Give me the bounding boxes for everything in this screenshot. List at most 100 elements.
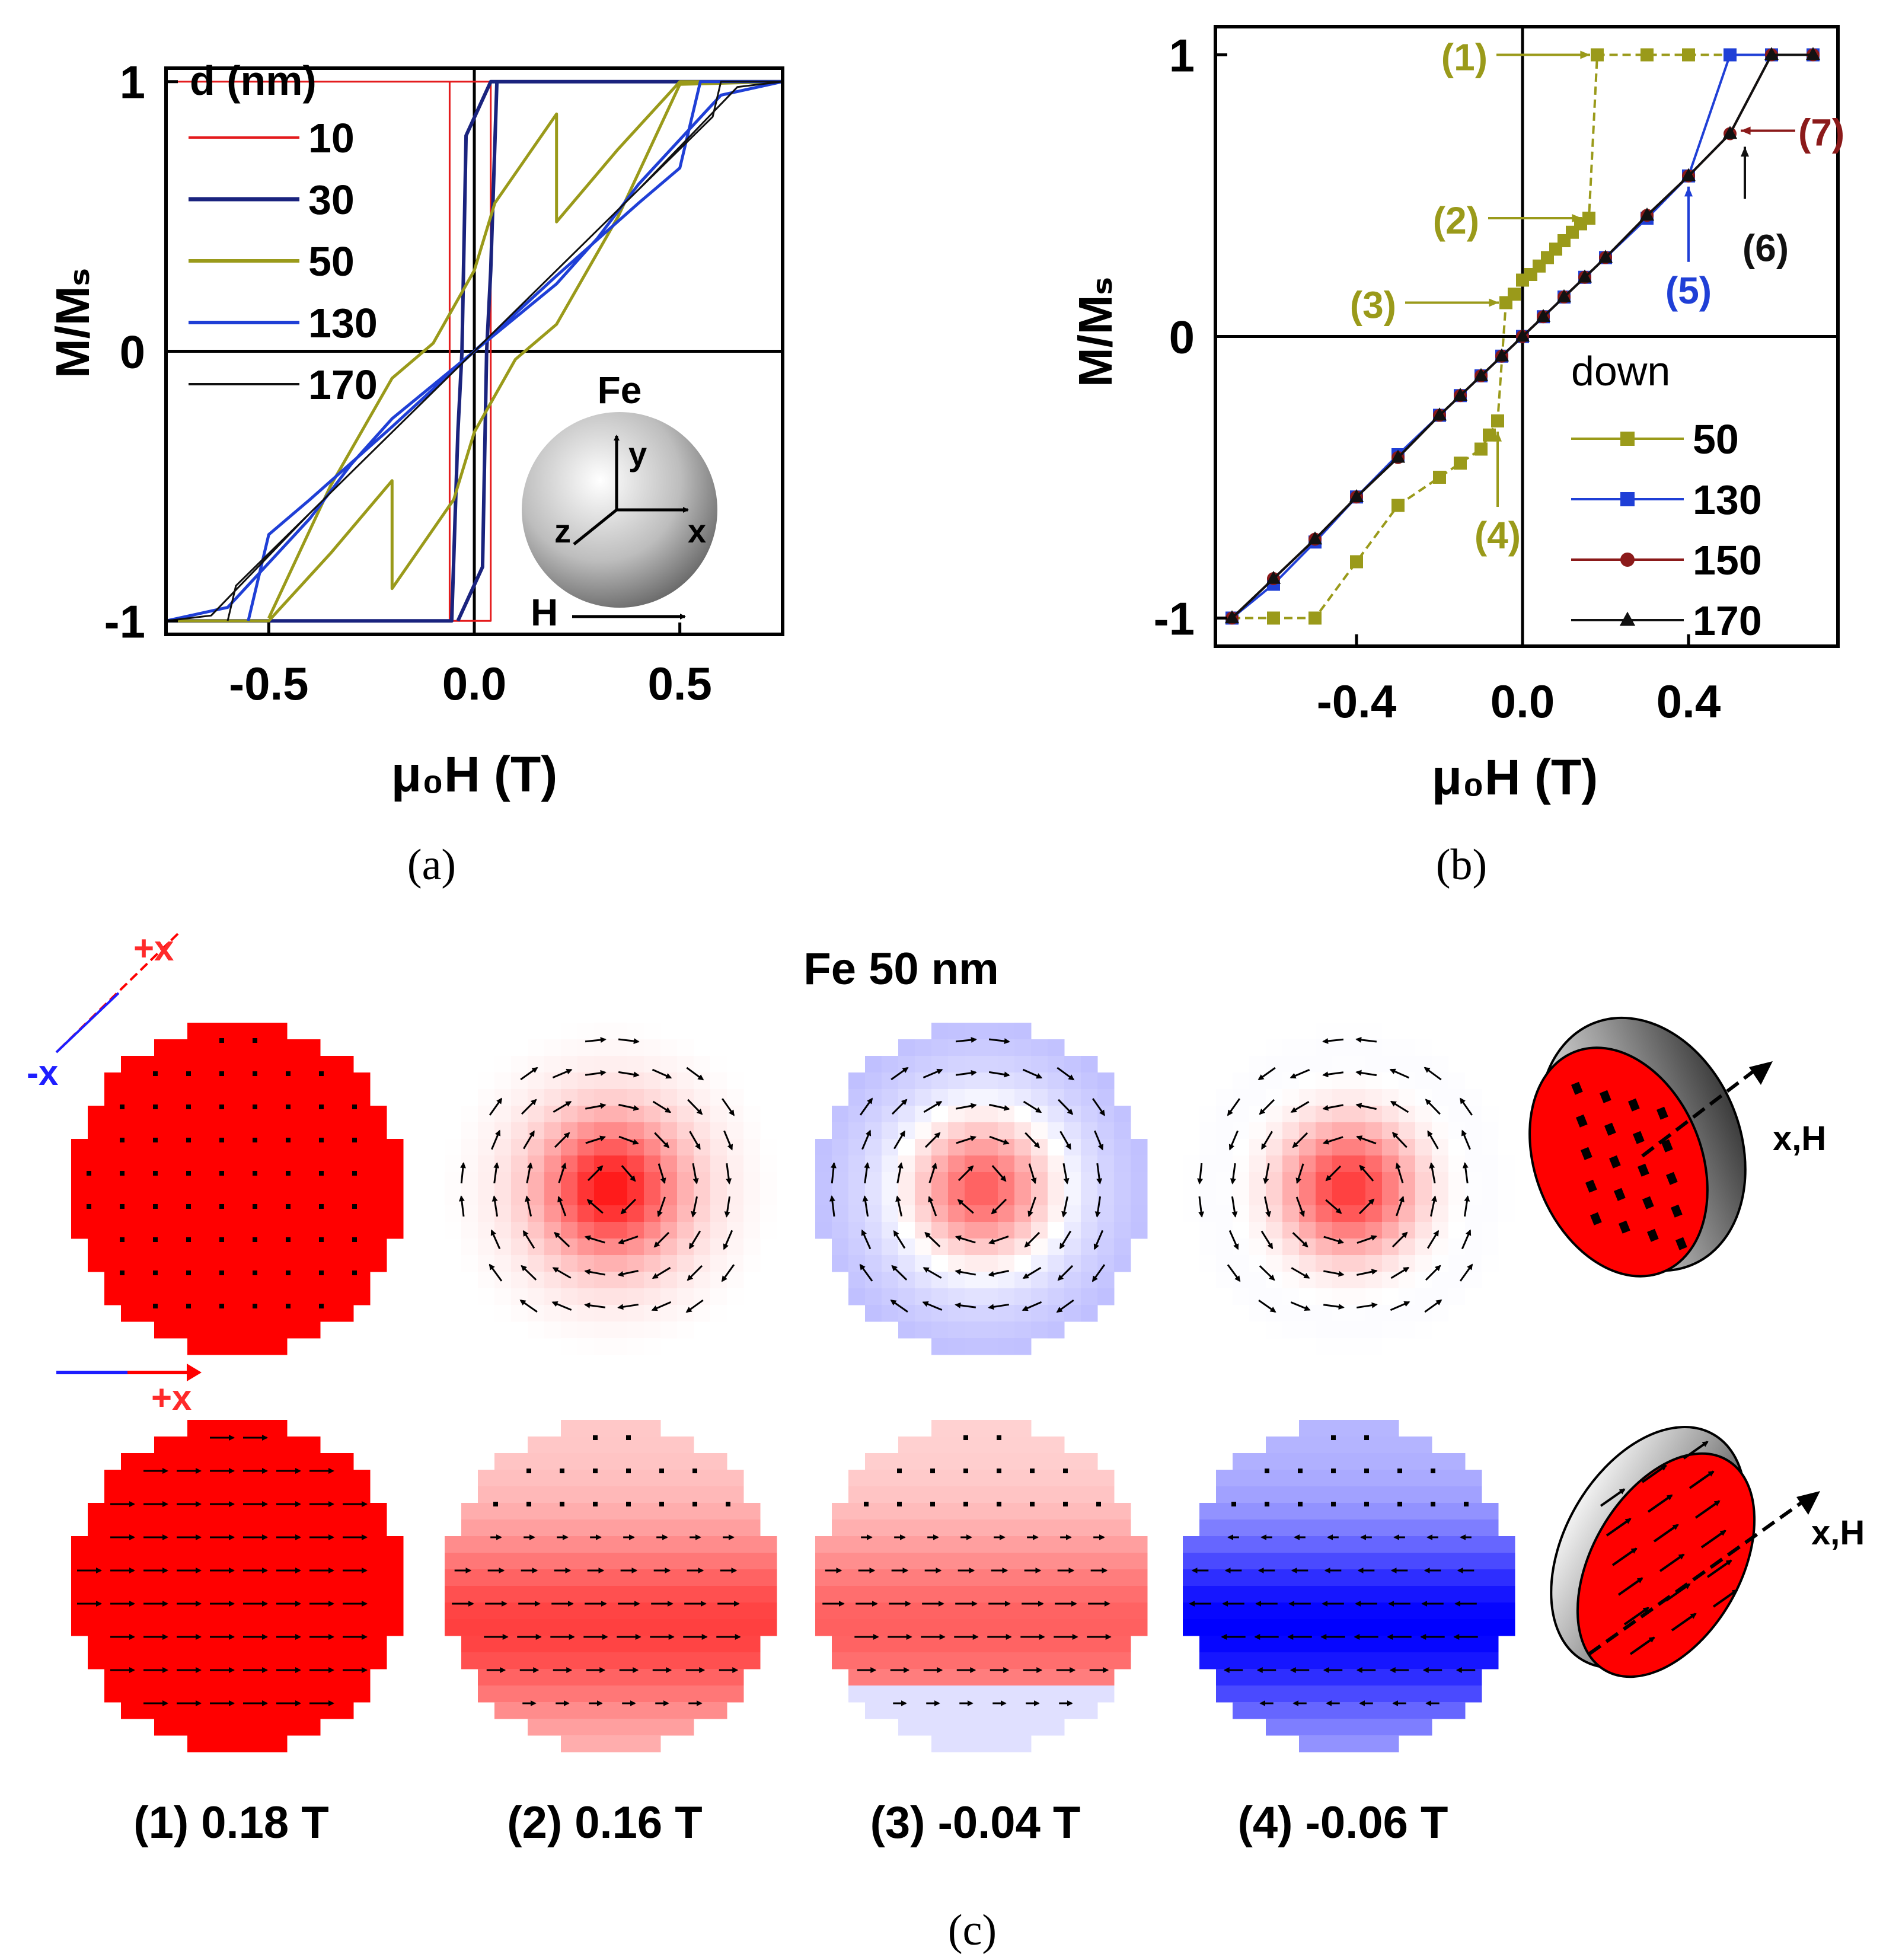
map-cell xyxy=(1081,1106,1098,1123)
map-cell xyxy=(187,1503,205,1520)
map-arrow xyxy=(1291,1267,1310,1279)
map-cell xyxy=(965,1486,982,1503)
map-cell xyxy=(1183,1222,1200,1239)
map-arrow xyxy=(1227,1098,1241,1116)
map-cell xyxy=(461,1139,478,1156)
legend-b-label-170: 170 xyxy=(1693,598,1762,644)
map-cell xyxy=(1249,1189,1266,1206)
map-cell xyxy=(494,1603,512,1620)
map-dot xyxy=(253,1237,257,1242)
map-cell xyxy=(743,1172,761,1189)
map-cell xyxy=(353,1520,371,1537)
map-cell xyxy=(287,1470,304,1487)
map-cell xyxy=(1266,1652,1283,1669)
map-cell xyxy=(494,1172,512,1189)
map-cell xyxy=(865,1305,882,1322)
map-cell xyxy=(1482,1603,1499,1620)
map-cell xyxy=(370,1205,387,1222)
map-cell xyxy=(187,1486,205,1503)
map-cell xyxy=(1448,1652,1466,1669)
map-cell xyxy=(561,1520,578,1537)
map-cell xyxy=(237,1139,254,1156)
map-cell xyxy=(237,1039,254,1056)
map-cell xyxy=(898,1536,915,1553)
map-cell xyxy=(561,1735,578,1752)
map-cell xyxy=(1233,1619,1250,1636)
map-cell xyxy=(1048,1503,1065,1520)
map-cell xyxy=(478,1520,495,1537)
map-cell xyxy=(254,1056,271,1073)
map-cell xyxy=(677,1321,694,1339)
map-cell xyxy=(561,1222,578,1239)
map-cell xyxy=(511,1603,528,1620)
map-cell xyxy=(1031,1122,1048,1139)
map-cell xyxy=(1249,1288,1266,1305)
map-dot xyxy=(1231,1502,1236,1506)
map-dot xyxy=(864,1502,869,1506)
map-cell xyxy=(677,1255,694,1272)
map-arrow xyxy=(956,1135,977,1144)
map-cell xyxy=(1216,1072,1233,1090)
map-cell xyxy=(998,1023,1015,1040)
disk-bottom-face xyxy=(1576,1452,1756,1678)
legend-b-title: down xyxy=(1571,348,1670,394)
map-cell xyxy=(171,1486,188,1503)
map-cell xyxy=(832,1106,849,1123)
map-cell xyxy=(104,1238,122,1256)
map-cell xyxy=(204,1453,221,1470)
map-cell xyxy=(1199,1536,1217,1553)
map-cell xyxy=(353,1536,371,1553)
map-cell xyxy=(1249,1106,1266,1123)
map-cell xyxy=(187,1586,205,1603)
map-dot xyxy=(493,1502,498,1506)
map-cell xyxy=(71,1536,88,1553)
map-cell xyxy=(577,1122,595,1139)
map-cell xyxy=(948,1453,965,1470)
map-arrow xyxy=(1323,1270,1345,1277)
map-cell xyxy=(848,1586,866,1603)
map-cell xyxy=(1382,1669,1399,1686)
map-cell xyxy=(1048,1122,1065,1139)
map-cell xyxy=(1299,1669,1316,1686)
map-cell xyxy=(1131,1155,1148,1173)
map-arrow xyxy=(1292,1232,1308,1248)
map-cell xyxy=(121,1603,138,1620)
map-cell xyxy=(478,1603,495,1620)
map-cell xyxy=(270,1238,288,1256)
map-cell xyxy=(1014,1420,1032,1437)
fe-sphere-inset: Fe x y z H xyxy=(522,369,717,634)
map-cell xyxy=(931,1669,949,1686)
map-cell xyxy=(1031,1669,1048,1686)
panel-c-title: Fe 50 nm xyxy=(803,944,998,994)
map-cell xyxy=(1114,1106,1131,1123)
map-cell xyxy=(981,1503,998,1520)
map-cell xyxy=(104,1255,122,1272)
map-cell xyxy=(644,1503,661,1520)
map-cell xyxy=(337,1072,354,1090)
map-cell xyxy=(611,1172,628,1189)
map-cell xyxy=(561,1437,578,1454)
map-cell xyxy=(1031,1569,1048,1586)
map-dot xyxy=(153,1237,158,1242)
map-cell xyxy=(478,1586,495,1603)
map-arrow xyxy=(989,1103,1010,1111)
map-cell xyxy=(981,1586,998,1603)
map-cell xyxy=(204,1636,221,1653)
map-cell xyxy=(370,1106,387,1123)
map-cell xyxy=(948,1553,965,1570)
map-arrow xyxy=(552,1267,572,1279)
map-cell xyxy=(353,1189,371,1206)
map-cell xyxy=(337,1089,354,1106)
map-cell xyxy=(387,1569,404,1586)
map-cell xyxy=(461,1172,478,1189)
map-cell xyxy=(1014,1106,1032,1123)
map-cell xyxy=(660,1122,678,1139)
map-arrow xyxy=(587,1165,604,1182)
map-cell xyxy=(627,1702,644,1719)
map-cell xyxy=(461,1652,478,1669)
map-cell xyxy=(743,1619,761,1636)
map-cell xyxy=(138,1486,155,1503)
map-cell xyxy=(915,1619,932,1636)
map-cell xyxy=(287,1603,304,1620)
map-dot xyxy=(1298,1502,1303,1506)
